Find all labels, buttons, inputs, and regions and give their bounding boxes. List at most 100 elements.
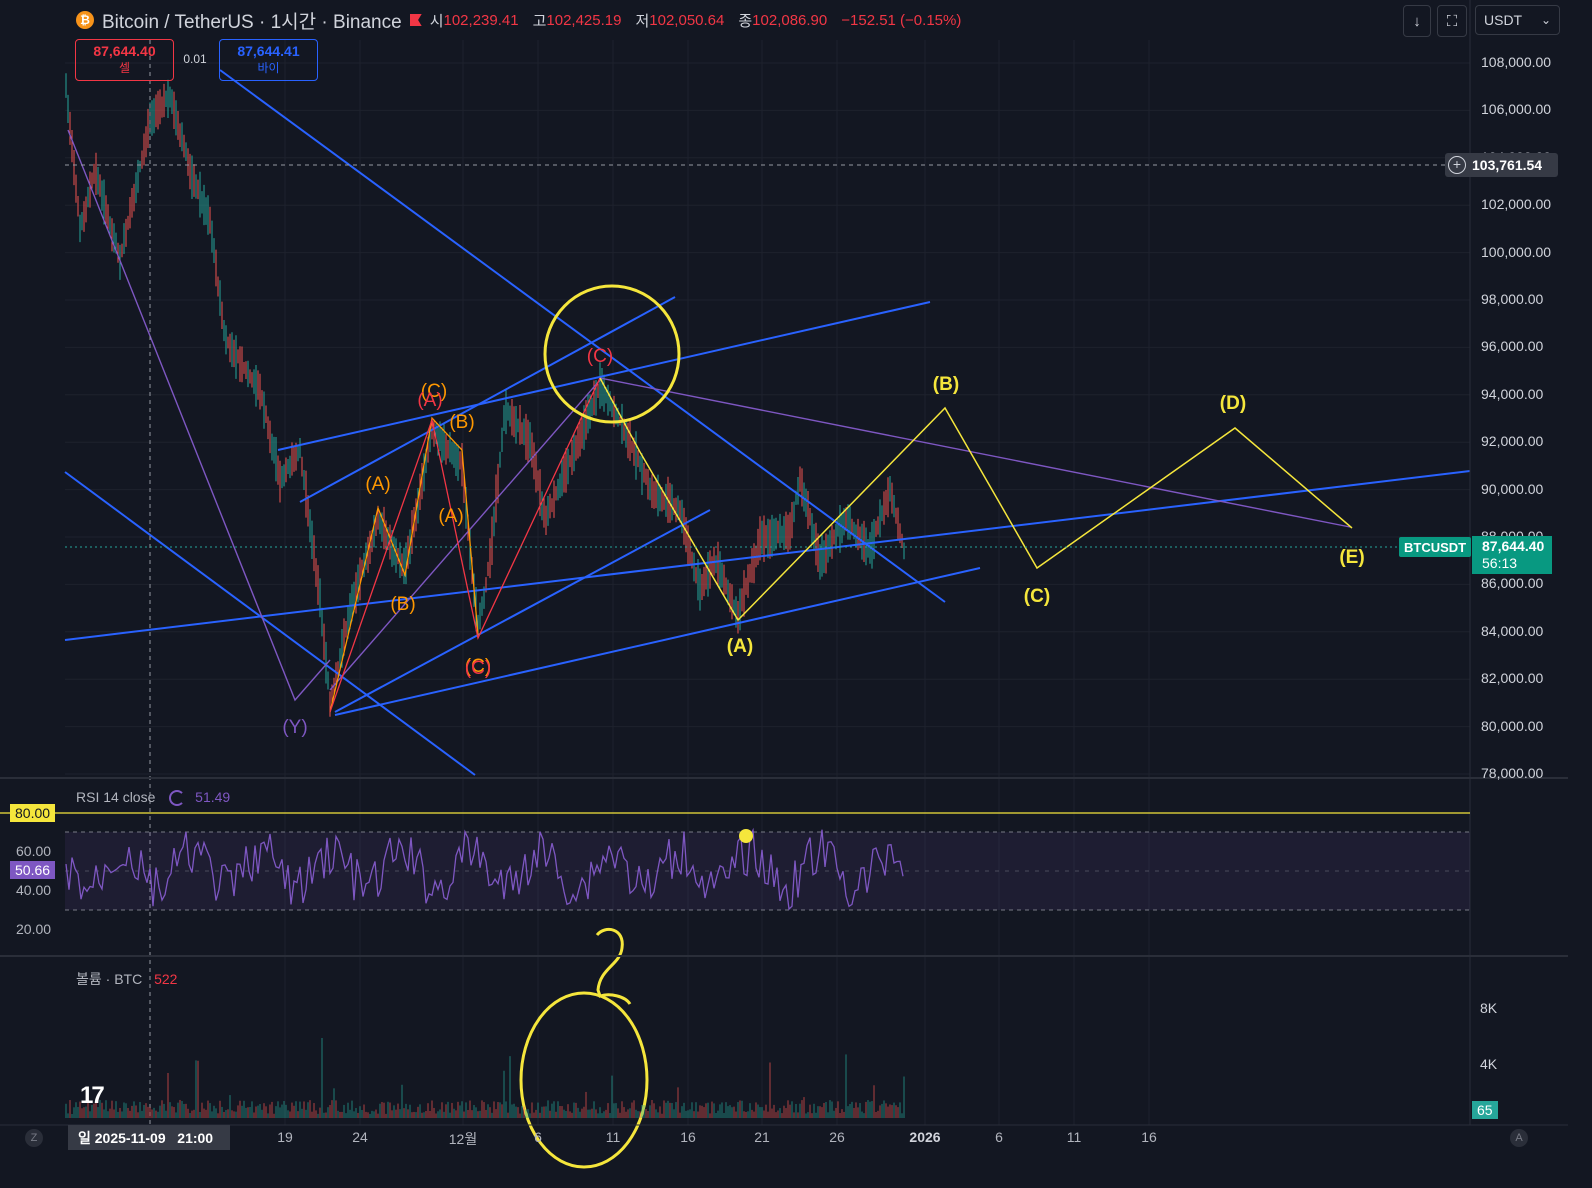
price-tick: 106,000.00 bbox=[1481, 101, 1552, 118]
price-tick: 78,000.00 bbox=[1481, 765, 1544, 781]
volume-legend-title: 볼륨 · BTC bbox=[76, 971, 143, 987]
volume-tick-4k: 4K bbox=[1480, 1056, 1498, 1072]
wave-label-yellow[interactable]: (D) bbox=[1220, 393, 1246, 414]
trendline-5[interactable] bbox=[334, 509, 711, 713]
price-change: −152.51 (−0.15%) bbox=[841, 11, 962, 29]
wave-label-orange[interactable]: (A) bbox=[438, 506, 463, 527]
price-tick: 100,000.00 bbox=[1481, 243, 1552, 260]
wave-label-orange[interactable]: (B) bbox=[390, 594, 415, 615]
currency-value: USDT bbox=[1484, 12, 1523, 28]
wave-label-yellow[interactable]: (C) bbox=[1024, 586, 1050, 607]
symbol-tag[interactable]: BTCUSDT bbox=[1399, 537, 1472, 557]
yellow-circle-highlight[interactable] bbox=[543, 284, 681, 424]
wave-label-orange[interactable]: (C) bbox=[465, 656, 491, 677]
sell-price: 87,644.40 bbox=[93, 43, 156, 59]
sell-button[interactable]: 87,644.40 셀 bbox=[75, 39, 174, 81]
yellow-wave-path[interactable] bbox=[599, 377, 1353, 622]
bitcoin-icon: ₿ bbox=[76, 11, 94, 29]
rsi-tick-40: 40.00 bbox=[16, 882, 52, 898]
time-tick: 24 bbox=[352, 1129, 368, 1145]
time-tick: 11 bbox=[1066, 1129, 1082, 1145]
orange-wave-path[interactable] bbox=[329, 416, 479, 713]
wave-label-purple[interactable]: (Y) bbox=[282, 717, 307, 738]
rsi-tick-20: 20.00 bbox=[16, 921, 52, 937]
time-tick: 16 bbox=[1141, 1129, 1157, 1145]
purple-lines[interactable] bbox=[67, 129, 1351, 702]
time-tick: 21 bbox=[754, 1129, 770, 1145]
currency-select[interactable]: USDT ⌄ bbox=[1475, 5, 1560, 35]
wave-label-red[interactable]: (C) bbox=[465, 658, 491, 679]
logo-text: 17 bbox=[80, 1082, 105, 1109]
ohlc-low-label: 저 bbox=[635, 12, 650, 30]
rsi-current-badge: 50.66 bbox=[10, 861, 56, 879]
wave-label-orange[interactable]: (B) bbox=[449, 412, 474, 433]
fullscreen-icon: ⛶ bbox=[1446, 12, 1458, 30]
price-tick: 90,000.00 bbox=[1481, 480, 1544, 497]
spread-value: 0.01 bbox=[183, 52, 207, 66]
volume-legend-value: 522 bbox=[154, 971, 178, 987]
ohlc-close-label: 종 bbox=[738, 12, 753, 30]
buy-button[interactable]: 87,644.41 바이 bbox=[219, 39, 318, 81]
purple-channel-1[interactable] bbox=[329, 379, 601, 691]
trendline-6[interactable] bbox=[299, 296, 676, 503]
rsi-sync-icon[interactable] bbox=[169, 790, 186, 807]
symbol-title[interactable]: Bitcoin / TetherUS · 1시간 · Binance bbox=[102, 11, 402, 33]
wave-label-yellow[interactable]: (B) bbox=[933, 374, 959, 395]
auto-scale-button[interactable]: A bbox=[1510, 1129, 1528, 1147]
bar-countdown: 56:13 bbox=[1482, 555, 1518, 571]
purple-channel-2[interactable] bbox=[599, 377, 1351, 528]
wave-label-yellow[interactable]: (A) bbox=[727, 636, 753, 657]
flag-icon[interactable] bbox=[409, 14, 422, 26]
wave-label-yellow[interactable]: (E) bbox=[1339, 547, 1364, 568]
left-btn-label: Z bbox=[30, 1132, 38, 1144]
time-tick: 26 bbox=[829, 1129, 845, 1145]
trendline-3[interactable] bbox=[64, 470, 1471, 641]
red-wave[interactable] bbox=[329, 377, 601, 713]
wave-label-orange[interactable]: (A) bbox=[365, 474, 390, 495]
time-tick: 12월 bbox=[448, 1131, 478, 1147]
symbol-tag-text: BTCUSDT bbox=[1404, 539, 1467, 555]
volume-current-badge: 65 bbox=[1472, 1101, 1498, 1119]
add-plus-icon[interactable]: + bbox=[1448, 156, 1466, 174]
price-tick: 96,000.00 bbox=[1481, 338, 1544, 355]
right-btn-label: A bbox=[1515, 1132, 1523, 1144]
alarm-clock-icon[interactable] bbox=[739, 829, 753, 843]
price-tick: 98,000.00 bbox=[1481, 291, 1544, 307]
trendline-7[interactable] bbox=[277, 301, 931, 451]
last-price-badge[interactable]: 87,644.40 56:13 bbox=[1472, 536, 1552, 574]
rsi-80-badge: 80.00 bbox=[10, 804, 56, 822]
trendline-1[interactable] bbox=[219, 69, 946, 603]
ohlc-high-label: 고 bbox=[532, 12, 547, 30]
question-mark-drawing[interactable] bbox=[595, 927, 632, 1005]
time-tick: 2026 bbox=[909, 1129, 941, 1145]
yellow-wave[interactable] bbox=[519, 284, 1353, 1169]
buy-label: 바이 bbox=[257, 61, 280, 75]
volume-bars bbox=[65, 1038, 905, 1118]
wave-labels: (A)(B)(C)(A)(B)(C)(A)(C)(C)(A)(B)(C)(D)(… bbox=[282, 346, 1364, 738]
wave-label-red[interactable]: (A) bbox=[417, 390, 442, 411]
orange-wave[interactable] bbox=[329, 416, 479, 713]
download-button[interactable]: ↓ bbox=[1403, 5, 1431, 37]
wave-label-orange[interactable]: (C) bbox=[421, 381, 447, 402]
crosshair-price-badge[interactable]: + 103,761.54 bbox=[1445, 153, 1558, 177]
reset-scale-left-button[interactable]: Z bbox=[25, 1129, 43, 1147]
last-price: 87,644.40 bbox=[1482, 538, 1545, 554]
rsi-line bbox=[65, 827, 904, 911]
trendline-2[interactable] bbox=[64, 471, 476, 776]
purple-y-leg[interactable] bbox=[67, 129, 331, 702]
symbol-header[interactable]: ₿ Bitcoin / TetherUS · 1시간 · Binance 시 10… bbox=[76, 6, 967, 34]
price-tick: 86,000.00 bbox=[1481, 575, 1544, 592]
rsi-legend[interactable]: RSI 14 close 51.49 bbox=[76, 789, 230, 807]
red-wave-path[interactable] bbox=[329, 377, 601, 713]
fullscreen-button[interactable]: ⛶ bbox=[1437, 5, 1467, 37]
volume-legend[interactable]: 볼륨 · BTC 522 bbox=[76, 969, 177, 989]
price-tick: 84,000.00 bbox=[1481, 622, 1544, 639]
tradingview-logo[interactable]: 17 bbox=[80, 1082, 105, 1110]
trendline-4[interactable] bbox=[334, 567, 981, 716]
ohlc-low: 102,050.64 bbox=[649, 11, 725, 29]
yellow-volume-circle[interactable] bbox=[519, 991, 649, 1169]
trendlines[interactable] bbox=[64, 69, 1471, 776]
ohlc-high: 102,425.19 bbox=[546, 11, 622, 29]
wave-label-red[interactable]: (C) bbox=[587, 346, 613, 367]
